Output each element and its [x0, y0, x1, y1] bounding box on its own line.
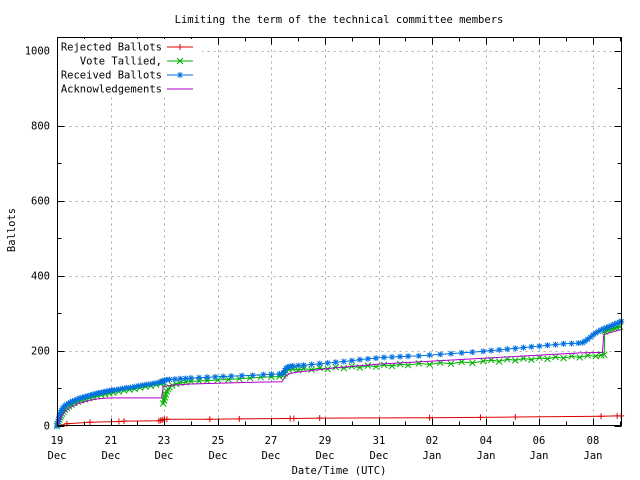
x-tick-label-day: 02	[426, 435, 439, 447]
legend-label: Received Ballots	[61, 70, 162, 82]
x-tick-label-day: 29	[319, 435, 332, 447]
x-tick-label-month: Jan	[477, 450, 496, 462]
y-tick-label: 800	[31, 121, 50, 133]
series-rejected-ballots	[54, 412, 625, 429]
x-tick-label-day: 31	[373, 435, 386, 447]
legend-item: Received Ballots	[61, 70, 193, 82]
x-tick-label-month: Jan	[584, 450, 603, 462]
series-line	[56, 415, 622, 427]
series-line	[56, 320, 622, 427]
legend-marker-sample	[177, 72, 183, 78]
series-line	[56, 326, 621, 427]
x-tick-label-day: 08	[587, 435, 600, 447]
x-axis-label: Date/Time (UTC)	[292, 465, 387, 477]
x-tick-label-month: Dec	[209, 450, 228, 462]
series-vote-tallied	[53, 323, 624, 430]
x-tick-label-month: Dec	[262, 450, 281, 462]
series-markers	[54, 318, 625, 429]
y-axis-label: Ballots	[6, 208, 18, 252]
legend-label: Vote Tallied,	[80, 56, 162, 68]
tick-labels: 0 200 400 600 800 1000 19 Dec 21 Dec 23 Dec 25 Dec 27 D…	[25, 46, 603, 463]
legend-label: Acknowledgements	[61, 84, 162, 96]
x-tick-label-day: 04	[480, 435, 493, 447]
x-tick-label-month: Dec	[102, 450, 121, 462]
series-received-ballots	[54, 318, 625, 429]
series-line	[56, 329, 622, 427]
y-tick-label: 600	[31, 196, 50, 208]
x-tick-label-day: 25	[212, 435, 225, 447]
x-tick-label-day: 06	[533, 435, 546, 447]
x-tick-label-day: 19	[51, 435, 64, 447]
y-tick-label: 400	[31, 271, 50, 283]
x-tick-label-month: Dec	[155, 450, 174, 462]
legend-item: Rejected Ballots	[61, 42, 193, 54]
x-tick-label-day: 23	[158, 435, 171, 447]
x-tick-label-month: Jan	[423, 450, 442, 462]
x-tick-label-month: Dec	[316, 450, 335, 462]
plot-border	[57, 37, 622, 426]
grid-lines	[57, 37, 622, 426]
y-tick-label: 0	[44, 421, 50, 433]
series-markers	[53, 323, 624, 430]
y-tick-label: 200	[31, 346, 50, 358]
x-tick-label-month: Dec	[48, 450, 67, 462]
legend-marker-sample	[177, 44, 183, 50]
x-tick-label-day: 21	[105, 435, 118, 447]
x-tick-label-day: 27	[265, 435, 278, 447]
legend-item: Acknowledgements	[61, 84, 193, 96]
chart-title: Limiting the term of the technical commi…	[175, 14, 504, 26]
data-series	[53, 318, 625, 430]
legend-item: Vote Tallied,	[80, 56, 193, 68]
series-acknowledgements	[56, 329, 622, 427]
legend: Rejected Ballots Vote Tallied, Received Ba…	[58, 39, 202, 96]
legend-label: Rejected Ballots	[61, 42, 162, 54]
legend-marker-sample	[176, 57, 184, 65]
legend-background	[58, 39, 202, 96]
x-tick-label-month: Dec	[370, 450, 389, 462]
grid-group	[57, 37, 622, 426]
x-tick-label-month: Jan	[530, 450, 549, 462]
y-tick-label: 1000	[25, 46, 50, 58]
